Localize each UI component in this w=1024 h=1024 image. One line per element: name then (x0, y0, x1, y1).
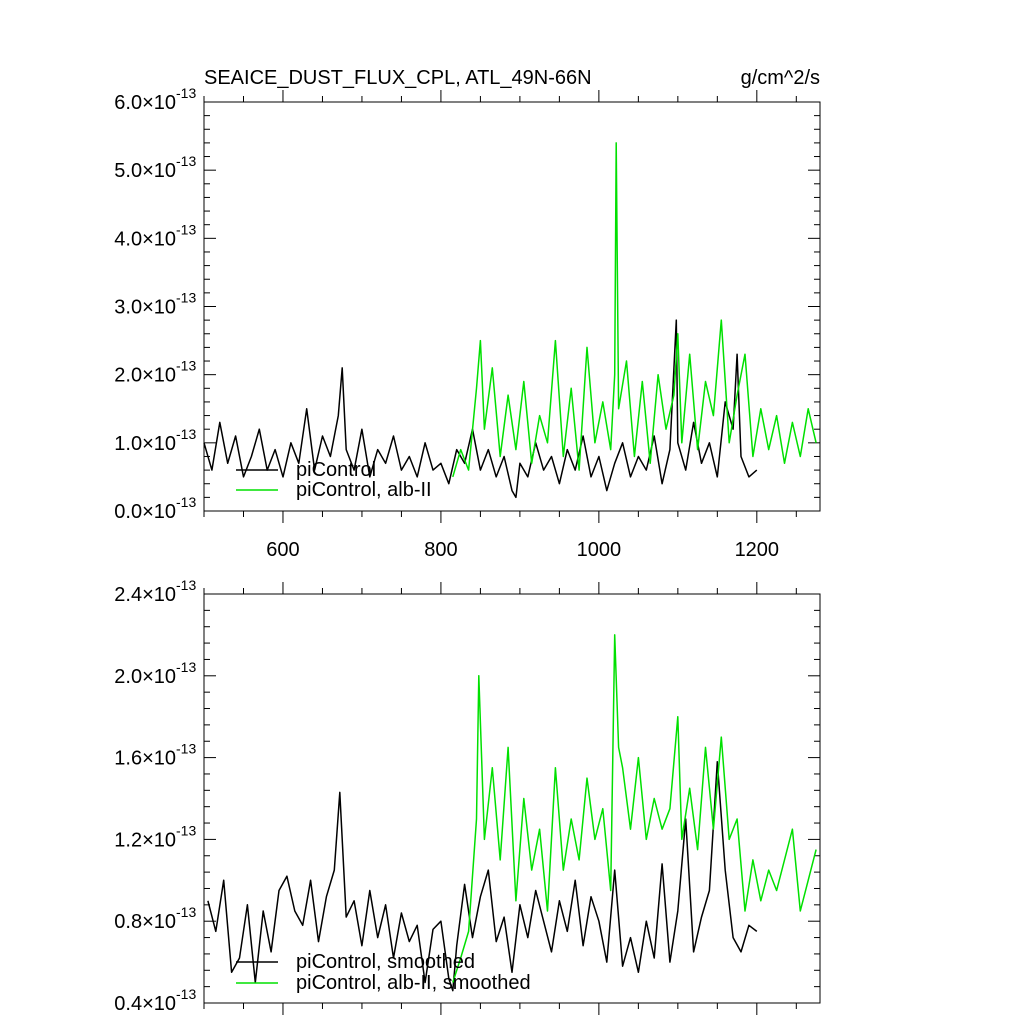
y-tick-label: 5.0×10 (114, 160, 176, 182)
y-tick-exponent: -13 (176, 986, 196, 1002)
y-tick-label: 4.0×10 (114, 228, 176, 250)
legend-label-1: piControl, alb-II, smoothed (296, 972, 531, 994)
y-tick-exponent: -13 (176, 221, 196, 237)
y-tick-label: 0.4×10 (114, 993, 176, 1015)
x-tick-label: 1200 (735, 539, 780, 561)
legend-label-0: piControl, smoothed (296, 951, 475, 973)
legend-label-0: piControl (296, 459, 376, 481)
x-tick-label: 1000 (577, 539, 622, 561)
y-tick-exponent: -13 (176, 85, 196, 101)
y-tick-exponent: -13 (176, 358, 196, 374)
y-tick-label: 0.0×10 (114, 501, 176, 523)
y-tick-exponent: -13 (176, 290, 196, 306)
y-tick-label: 0.8×10 (114, 911, 176, 933)
legend-label-1: piControl, alb-II (296, 479, 432, 501)
y-tick-exponent: -13 (176, 577, 196, 593)
series-line-1 (452, 634, 817, 983)
y-tick-exponent: -13 (176, 659, 196, 675)
units-label: g/cm^2/s (741, 67, 820, 89)
chart-title: SEAICE_DUST_FLUX_CPL, ATL_49N-66N (204, 67, 592, 89)
plot-frame (203, 101, 821, 512)
y-tick-label: 2.4×10 (114, 584, 176, 606)
series-line-1 (452, 142, 817, 478)
y-tick-label: 2.0×10 (114, 365, 176, 387)
y-tick-exponent: -13 (176, 494, 196, 510)
y-tick-label: 1.0×10 (114, 433, 176, 455)
y-tick-label: 1.6×10 (114, 748, 176, 770)
y-tick-exponent: -13 (176, 153, 196, 169)
y-tick-exponent: -13 (176, 426, 196, 442)
y-tick-exponent: -13 (176, 741, 196, 757)
y-tick-label: 6.0×10 (114, 92, 176, 114)
series-line-0 (207, 760, 758, 992)
y-tick-exponent: -13 (176, 822, 196, 838)
y-tick-exponent: -13 (176, 904, 196, 920)
y-tick-label: 2.0×10 (114, 666, 176, 688)
y-tick-label: 3.0×10 (114, 297, 176, 319)
x-tick-label: 600 (266, 539, 299, 561)
series-line-0 (203, 319, 758, 499)
y-tick-label: 1.2×10 (114, 829, 176, 851)
bottom-panel: 0.4×10 -130.8×10 -131.2×10 -131.6×10 -132.0×… (114, 577, 821, 1015)
top-panel: 0.0×10 -131.0×10 -132.0×10 -133.0×10 -134.0×… (114, 85, 821, 561)
plot-frame (203, 593, 821, 1004)
x-tick-label: 800 (424, 539, 457, 561)
